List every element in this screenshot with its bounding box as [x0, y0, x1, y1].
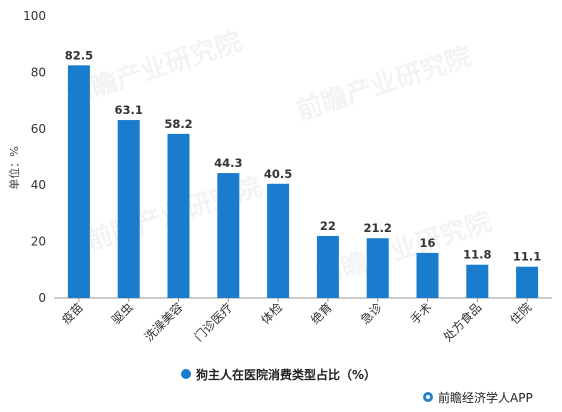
category-label: 手术 [408, 300, 435, 327]
bar [67, 65, 90, 298]
data-label: 11.8 [463, 248, 491, 262]
legend-swatch [181, 369, 191, 379]
y-axis-title: 单位：% [7, 146, 21, 189]
bar [416, 252, 439, 298]
bar [167, 133, 190, 298]
bar [217, 173, 240, 298]
bar [267, 183, 290, 298]
data-label: 44.3 [214, 156, 242, 170]
data-label: 63.1 [115, 103, 143, 117]
bar [366, 238, 389, 298]
data-label: 22 [320, 219, 336, 233]
category-label: 处方食品 [440, 300, 485, 345]
data-label: 40.5 [264, 167, 292, 181]
y-tick-label: 40 [31, 178, 46, 192]
bar [516, 266, 539, 298]
credit: 前瞻经济学人APP [423, 390, 533, 405]
y-tick-label: 60 [31, 122, 46, 136]
bar [316, 235, 339, 298]
bar [117, 120, 140, 298]
data-label: 11.1 [513, 250, 541, 264]
category-label: 疫苗 [58, 300, 86, 328]
category-label: 洗澡美容 [141, 300, 186, 345]
category-label: 急诊 [357, 300, 385, 328]
legend: 狗主人在医院消费类型占比（%） [181, 367, 376, 382]
category-label: 驱虫 [109, 300, 136, 327]
category-labels: 疫苗 驱虫 洗澡美容 门诊医疗 体检 绝育 急诊 手术 处方食品 住院 [58, 300, 534, 345]
watermark-text: 前瞻产业研究院 [293, 41, 476, 127]
category-label: 绝育 [307, 300, 335, 328]
data-labels: 82.5 63.1 58.2 44.3 40.5 22 21.2 16 11.8 11.1 [65, 48, 542, 263]
category-label: 门诊医疗 [191, 300, 236, 345]
bar [466, 264, 489, 298]
category-label: 住院 [507, 300, 534, 327]
y-tick-label: 0 [38, 291, 46, 305]
data-label: 82.5 [65, 48, 93, 62]
legend-label: 狗主人在医院消费类型占比（%） [196, 367, 376, 382]
y-tick-label: 20 [31, 235, 46, 249]
credit-logo-icon-inner [426, 395, 430, 399]
data-label: 16 [419, 236, 435, 250]
watermark-text: 前瞻产业研究院 [63, 26, 246, 112]
y-tick-label: 80 [31, 65, 46, 79]
bars [67, 65, 539, 298]
data-label: 58.2 [164, 117, 192, 131]
credit-text: 前瞻经济学人APP [438, 390, 533, 405]
y-tick-label: 100 [23, 9, 46, 23]
category-label: 体检 [258, 300, 286, 328]
data-label: 21.2 [364, 221, 392, 235]
